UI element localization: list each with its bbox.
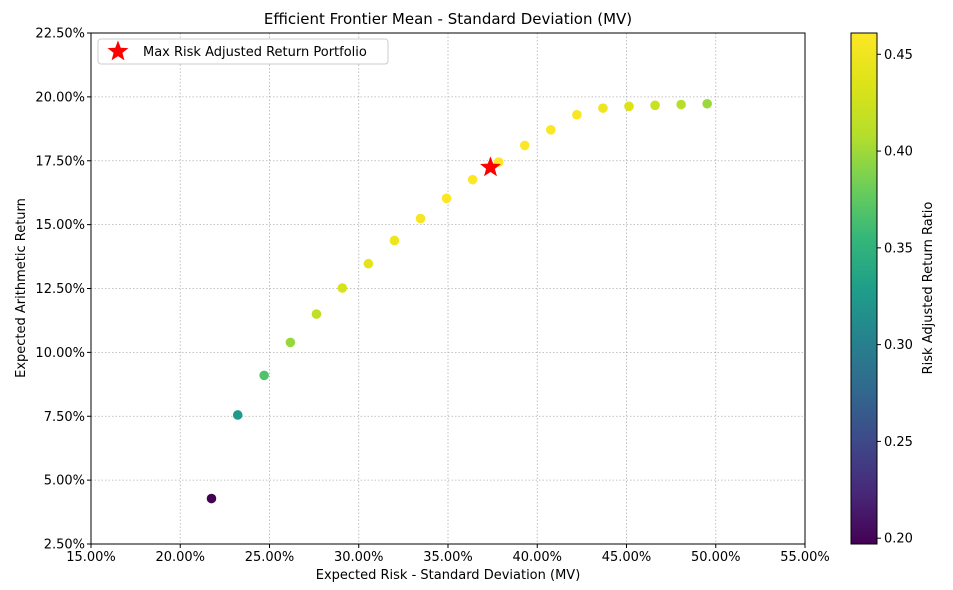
- x-axis-ticks: 15.00% 20.00% 25.00% 30.00% 35.00% 40.00% 45.0…: [66, 544, 830, 565]
- scatter-point: [232, 410, 243, 420]
- scatter-point: [363, 258, 374, 269]
- chart-title: Efficient Frontier Mean - Standard Devia…: [264, 10, 632, 28]
- scatter-point: [259, 370, 269, 381]
- scatter-point: [624, 101, 634, 112]
- colorbar-tick-label: 0.40: [884, 145, 913, 160]
- scatter-point: [389, 235, 400, 246]
- scatter-point: [546, 125, 556, 135]
- legend-star-icon: [107, 40, 129, 61]
- y-axis-label: Expected Arithmetic Return: [14, 198, 29, 378]
- y-tick-label: 22.50%: [35, 27, 85, 42]
- y-tick-label: 7.50%: [44, 410, 85, 425]
- y-tick-label: 15.00%: [35, 218, 85, 233]
- x-tick-label: 55.00%: [780, 550, 830, 565]
- scatter-point: [337, 283, 348, 293]
- scatter-point: [650, 100, 660, 111]
- x-tick-label: 45.00%: [602, 550, 652, 565]
- x-tick-label: 25.00%: [245, 550, 295, 565]
- y-tick-label: 12.50%: [35, 282, 85, 297]
- colorbar-tick-label: 0.25: [884, 435, 913, 450]
- scatter-point: [676, 99, 686, 110]
- grid-lines: [90, 32, 806, 545]
- colorbar-tick-label: 0.35: [884, 241, 913, 256]
- scatter-point: [311, 309, 322, 319]
- scatter-point: [467, 174, 478, 185]
- y-tick-label: 10.00%: [35, 346, 85, 361]
- y-tick-label: 2.50%: [44, 538, 85, 553]
- scatter-point: [206, 493, 217, 504]
- legend: Max Risk Adjusted Return Portfolio: [97, 38, 389, 65]
- x-axis-label: Expected Risk - Standard Deviation (MV): [316, 568, 581, 583]
- scatter-point: [572, 109, 582, 120]
- x-tick-label: 30.00%: [334, 550, 384, 565]
- x-tick-label: 35.00%: [423, 550, 473, 565]
- scatter-point: [598, 103, 608, 113]
- scatter-point: [285, 337, 296, 348]
- scatter-points: [206, 98, 712, 504]
- y-axis-ticks: 2.50% 5.00% 7.50% 10.00% 12.50% 15.00% 17.50% 2…: [35, 27, 91, 553]
- scatter-point: [702, 98, 712, 109]
- max-risk-adjusted-marker: [480, 156, 501, 177]
- y-tick-label: 5.00%: [44, 474, 85, 489]
- y-tick-label: 17.50%: [35, 154, 85, 169]
- x-tick-label: 50.00%: [691, 550, 741, 565]
- scatter-point: [519, 140, 530, 151]
- scatter-point: [415, 213, 426, 224]
- max-risk-adjusted-star: [480, 156, 501, 177]
- colorbar-tick-label: 0.45: [884, 48, 913, 63]
- colorbar-tick-label: 0.20: [884, 532, 913, 547]
- colorbar-label: Risk Adjusted Return Ratio: [921, 202, 936, 375]
- x-tick-label: 20.00%: [155, 550, 205, 565]
- x-tick-label: 40.00%: [512, 550, 562, 565]
- legend-box: [97, 38, 389, 65]
- colorbar-tick-label: 0.30: [884, 338, 913, 353]
- scatter-point: [441, 193, 452, 204]
- legend-label: Max Risk Adjusted Return Portfolio: [143, 45, 367, 60]
- colorbar: [850, 32, 878, 545]
- legend-star-marker: [107, 40, 129, 61]
- x-tick-label: 15.00%: [66, 550, 116, 565]
- colorbar-ticks: 0.20 0.25 0.30 0.35 0.40 0.45: [877, 48, 913, 547]
- y-tick-label: 20.00%: [35, 90, 85, 105]
